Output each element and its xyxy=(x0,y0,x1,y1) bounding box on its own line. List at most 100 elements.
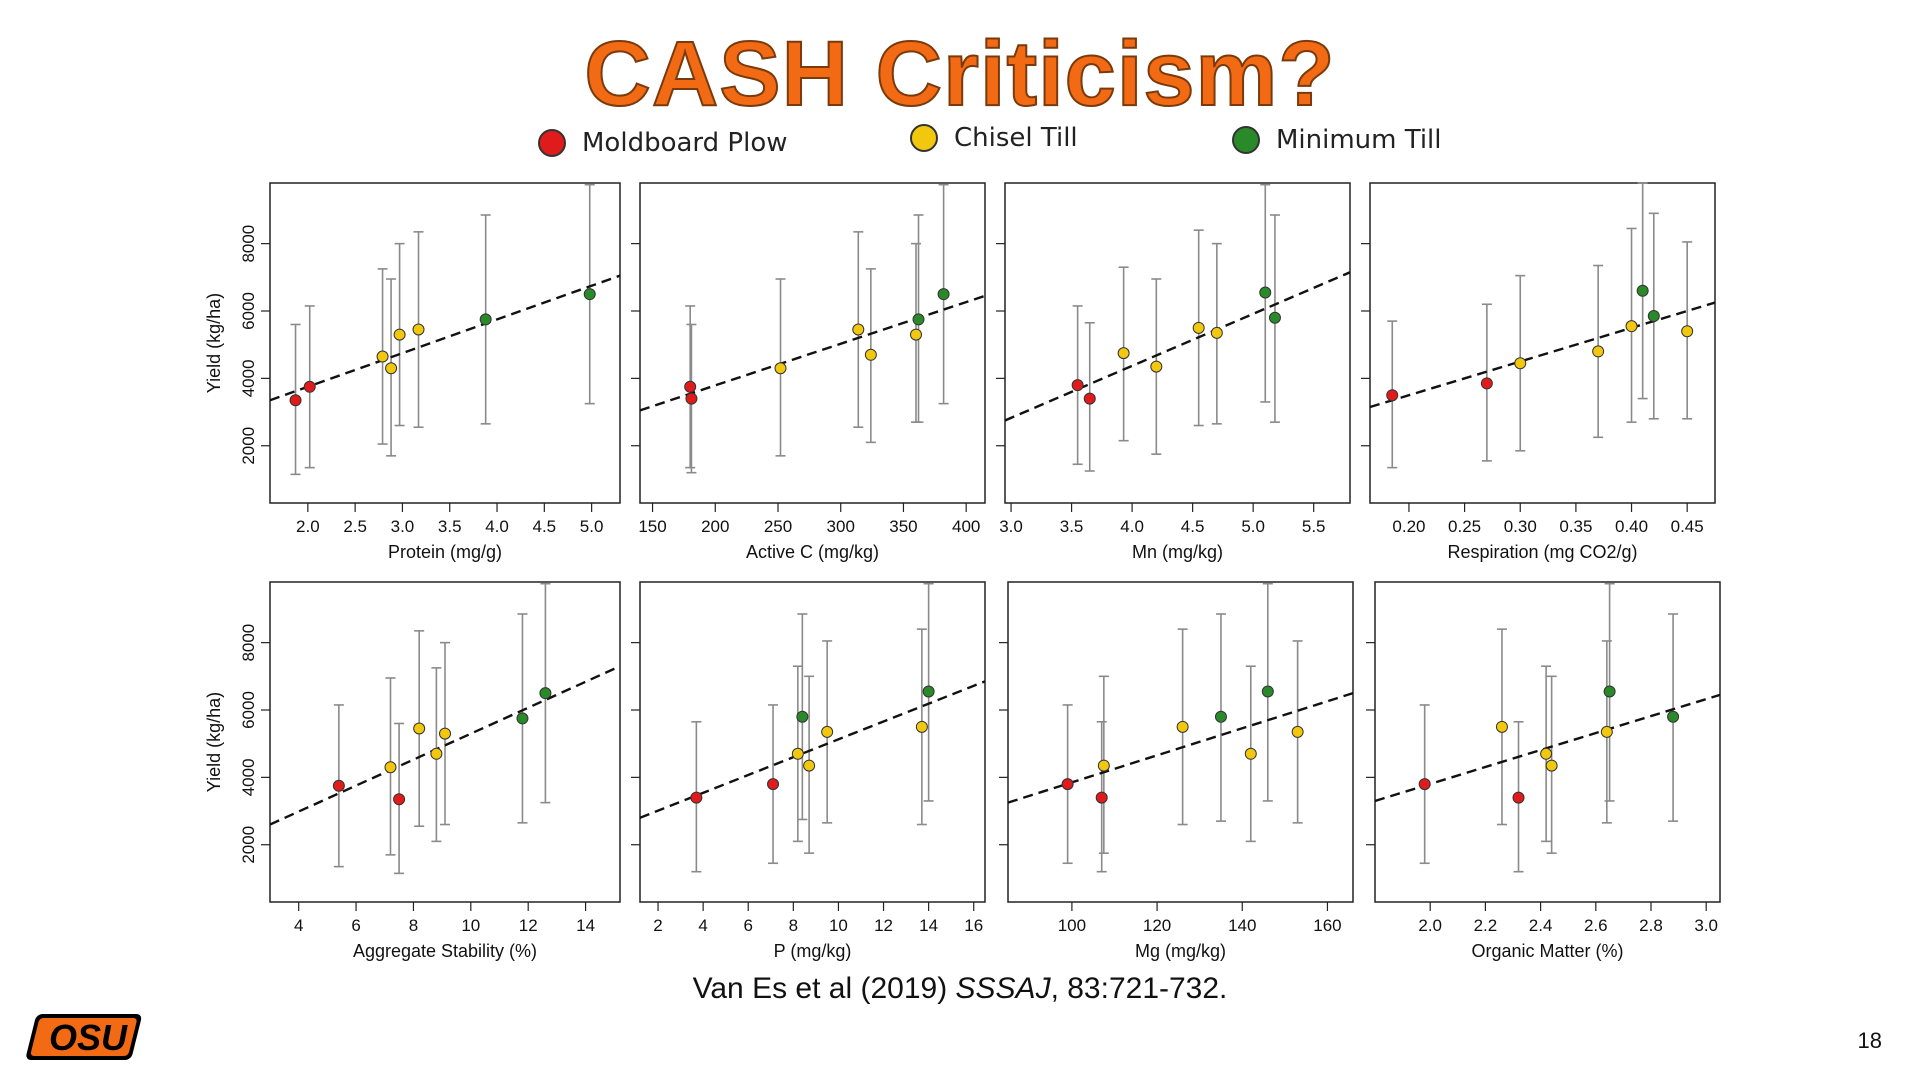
x-tick-label: 0.40 xyxy=(1615,517,1648,536)
data-point xyxy=(1268,311,1281,324)
data-point xyxy=(1150,360,1163,373)
data-point xyxy=(922,685,935,698)
x-tick-label: 5.0 xyxy=(580,517,604,536)
x-tick-label: 12 xyxy=(519,916,538,935)
legend-item-moldboard-plow: Moldboard Plow xyxy=(538,128,788,158)
data-point xyxy=(791,747,804,760)
x-tick-label: 3.0 xyxy=(1694,916,1718,935)
chart-panel-3: 3.0 3.5 4.0 4.5 5.0 5.5 Mn (mg/kg) xyxy=(996,182,1351,562)
x-tick-label: 0.35 xyxy=(1559,517,1592,536)
data-point xyxy=(1636,284,1649,297)
data-point xyxy=(1261,685,1274,698)
x-tick-label: 4.5 xyxy=(1181,517,1205,536)
x-tick-label: 3.5 xyxy=(438,517,462,536)
trend-line xyxy=(640,294,985,412)
data-point xyxy=(767,778,780,791)
x-tick-label: 0.45 xyxy=(1671,517,1704,536)
data-point xyxy=(803,759,816,772)
x-tick-label: 250 xyxy=(764,517,792,536)
data-point xyxy=(1095,791,1108,804)
x-tick-label: 8 xyxy=(409,916,418,935)
plot-frame xyxy=(1004,182,1351,504)
plot-frame xyxy=(269,581,621,903)
data-point xyxy=(413,722,426,735)
x-tick-label: 4.5 xyxy=(533,517,557,536)
legend: Moldboard Plow Chisel Till Minimum Till xyxy=(0,123,1920,168)
x-tick-label: 3.0 xyxy=(391,517,415,536)
x-tick-label: 0.20 xyxy=(1392,517,1425,536)
x-tick-label: 2.0 xyxy=(1418,916,1442,935)
osu-logo: OSU xyxy=(26,1014,142,1060)
data-point xyxy=(1592,345,1605,358)
x-tick-label: 400 xyxy=(952,517,980,536)
data-point xyxy=(1681,325,1694,338)
chart-panel-8: 2.0 2.2 2.4 2.6 2.8 3.0 Organic Matter (%) xyxy=(1366,581,1721,961)
data-point xyxy=(1097,759,1110,772)
data-point xyxy=(864,348,877,361)
data-point xyxy=(1061,778,1074,791)
legend-label-moldboard-plow: Moldboard Plow xyxy=(582,128,788,158)
y-tick-label: 8000 xyxy=(239,225,258,263)
x-tick-label: 2.4 xyxy=(1529,916,1553,935)
data-point xyxy=(1176,720,1189,733)
y-tick-label: 2000 xyxy=(239,826,258,864)
x-axis-label: Protein (mg/g) xyxy=(388,542,502,562)
data-point xyxy=(1244,747,1257,760)
citation-suffix: , 83:721-732. xyxy=(1050,972,1228,1005)
chart-panel-4: 0.20 0.25 0.30 0.35 0.40 0.45 Respiration (mg … xyxy=(1361,182,1716,562)
data-point xyxy=(690,791,703,804)
trend-line xyxy=(1008,692,1353,804)
data-point xyxy=(1545,759,1558,772)
y-tick-label: 8000 xyxy=(239,624,258,662)
citation: Van Es et al (2019) SSSAJ, 83:721-732. xyxy=(0,972,1920,1006)
data-point xyxy=(393,793,406,806)
data-point xyxy=(539,687,552,700)
x-tick-label: 6 xyxy=(351,916,360,935)
x-tick-label: 3.0 xyxy=(999,517,1023,536)
plot-frame xyxy=(639,182,986,504)
slide-title: CASH Criticism? xyxy=(583,22,1336,126)
x-tick-label: 0.25 xyxy=(1448,517,1481,536)
chart-panel-2: 150 200 250 300 350 400 Active C (mg/kg) xyxy=(631,182,986,562)
plot-frame xyxy=(1007,581,1354,903)
x-tick-label: 2.0 xyxy=(296,517,320,536)
legend-marker-minimum-till xyxy=(1232,126,1260,154)
x-tick-label: 16 xyxy=(964,916,983,935)
data-point xyxy=(1625,320,1638,333)
legend-marker-moldboard-plow xyxy=(538,129,566,157)
plot-frame xyxy=(269,182,621,504)
x-axis-label: Active C (mg/kg) xyxy=(746,542,879,562)
x-tick-label: 2.6 xyxy=(1584,916,1608,935)
x-axis-label: Mg (mg/kg) xyxy=(1135,941,1226,961)
data-point xyxy=(412,323,425,336)
data-point xyxy=(685,392,698,405)
data-point xyxy=(384,761,397,774)
x-tick-label: 140 xyxy=(1228,916,1256,935)
chart-panel-1: 2000 4000 6000 8000 Yield (kg/ha) 2.0 2.5 3.0 3.… xyxy=(204,182,621,562)
data-point xyxy=(1647,310,1660,323)
x-tick-label: 5.0 xyxy=(1241,517,1265,536)
plot-frame xyxy=(639,581,986,903)
chart-panel-7: 100 120 140 160 Mg (mg/kg) xyxy=(999,581,1354,961)
x-axis-label: P (mg/kg) xyxy=(774,941,852,961)
citation-prefix: Van Es et al (2019) xyxy=(692,972,956,1005)
data-point xyxy=(1418,778,1431,791)
osu-logo-text: OSU xyxy=(49,1017,128,1058)
chart-panel-6: 2 4 6 8 10 12 14 16 P (mg/kg) xyxy=(631,581,986,961)
data-point xyxy=(1083,392,1096,405)
data-point xyxy=(1192,321,1205,334)
x-tick-label: 100 xyxy=(1058,916,1086,935)
data-point xyxy=(821,725,834,738)
x-tick-label: 2 xyxy=(653,916,662,935)
chart-panel-5: 2000 4000 6000 8000 Yield (kg/ha) 4 6 8 10 12 14 Ag… xyxy=(204,581,621,961)
data-point xyxy=(303,380,316,393)
data-point xyxy=(479,313,492,326)
x-tick-label: 3.5 xyxy=(1060,517,1084,536)
legend-label-chisel-till: Chisel Till xyxy=(954,123,1078,153)
x-tick-label: 350 xyxy=(889,517,917,536)
trend-line xyxy=(640,680,985,819)
data-point xyxy=(516,712,529,725)
y-tick-label: 4000 xyxy=(239,758,258,796)
x-axis-label: Aggregate Stability (%) xyxy=(353,941,537,961)
